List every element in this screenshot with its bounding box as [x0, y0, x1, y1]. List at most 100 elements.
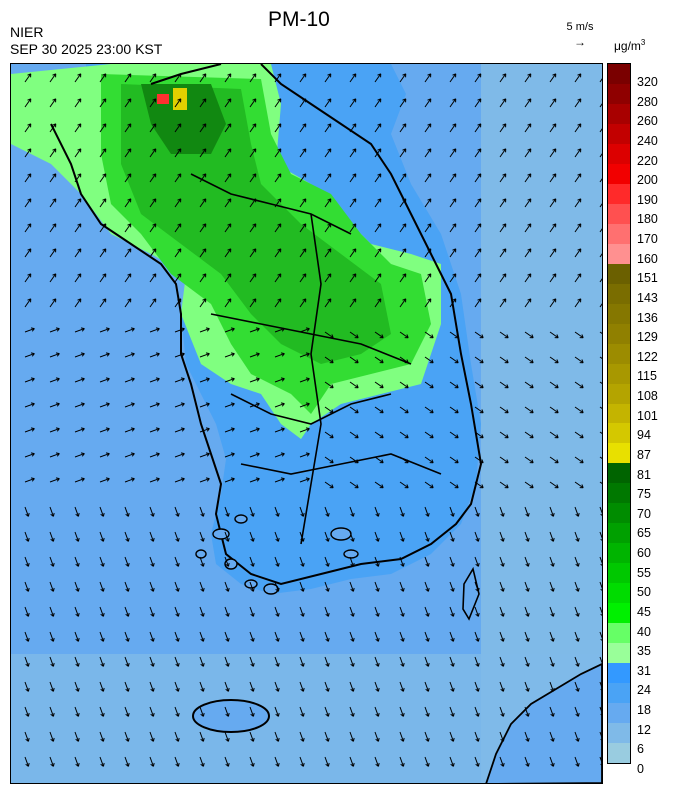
wind-arrow-head [327, 273, 331, 276]
color-swatch [608, 483, 630, 504]
color-scale-tick: 55 [637, 565, 651, 580]
wind-arrow-head [502, 123, 506, 126]
wind-arrow-icon [74, 328, 85, 333]
wind-arrow-head [581, 334, 584, 338]
wind-arrow-head [252, 98, 256, 101]
wind-arrow-head [52, 148, 56, 151]
wind-arrow-head [177, 687, 180, 692]
wind-arrow-icon [199, 706, 204, 717]
wind-arrow-icon [149, 478, 160, 483]
wind-arrow-icon [374, 756, 379, 767]
wind-arrow-icon [74, 123, 82, 133]
wind-arrow-head [406, 359, 409, 363]
wind-arrow-icon [474, 756, 479, 767]
unit-label: μg/m3 [614, 38, 645, 53]
wind-arrow-icon [74, 581, 79, 592]
wind-arrow-head [302, 298, 306, 301]
wind-arrow-head [227, 248, 231, 251]
wind-arrow-head [227, 637, 230, 642]
wind-arrow-icon [599, 178, 602, 183]
wind-arrow-icon [74, 198, 82, 208]
wind-arrow-head [206, 453, 210, 457]
wind-arrow-icon [199, 98, 207, 108]
wind-arrow-head [106, 478, 110, 482]
color-scale-tick: 151 [637, 271, 658, 286]
wind-arrow-icon [524, 331, 534, 339]
wind-arrow-head [227, 123, 231, 126]
wind-arrow-head [325, 663, 329, 667]
wind-arrow-head [550, 563, 554, 567]
wind-arrow-icon [149, 98, 157, 108]
wind-arrow-head [200, 638, 204, 642]
wind-arrow-head [400, 763, 404, 767]
wind-arrow-head [381, 484, 384, 488]
wind-arrow-head [50, 513, 54, 517]
wind-arrow-icon [499, 223, 507, 233]
wind-arrow-head [75, 613, 79, 617]
wind-arrow-head [375, 513, 379, 517]
wind-arrow-head [225, 763, 229, 767]
wind-arrow-head [302, 587, 305, 592]
wind-arrow-head [477, 762, 480, 767]
wind-arrow-icon [24, 378, 35, 383]
wind-arrow-head [302, 148, 306, 151]
wind-arrow-head [230, 377, 235, 380]
agency-label: NIER [10, 24, 44, 40]
wind-arrow-head [552, 662, 555, 667]
wind-arrow-head [175, 613, 179, 617]
wind-arrow-head [450, 613, 454, 617]
wind-arrow-head [27, 273, 31, 276]
wind-arrow-head [152, 123, 156, 126]
wind-arrow-icon [474, 506, 479, 517]
wind-arrow-icon [49, 123, 57, 133]
wind-arrow-icon [324, 706, 329, 717]
wind-arrow-icon [449, 331, 459, 339]
wind-arrow-head [550, 638, 554, 642]
wind-arrow-icon [499, 706, 504, 717]
wind-arrow-head [475, 738, 479, 742]
wind-arrow-icon [274, 123, 282, 133]
wind-arrow-head [102, 73, 106, 76]
wind-arrow-head [25, 588, 29, 592]
wind-arrow-icon [449, 706, 454, 717]
wind-arrow-icon [149, 453, 160, 458]
wind-arrow-head [302, 248, 306, 251]
wind-arrow-head [127, 148, 131, 151]
wind-arrow-head [550, 713, 554, 717]
wind-arrow-head [406, 459, 409, 463]
wind-arrow-head [331, 359, 334, 363]
wind-arrow-head [127, 562, 130, 567]
wind-arrow-head [255, 477, 260, 480]
wind-arrow-head [527, 512, 530, 517]
wind-arrow-head [252, 637, 255, 642]
wind-arrow-head [552, 537, 555, 542]
wind-arrow-head [402, 273, 406, 276]
wind-arrow-head [177, 737, 180, 742]
wind-arrow-head [102, 223, 106, 226]
wind-arrow-head [425, 638, 429, 642]
wind-arrow-head [106, 353, 110, 357]
wind-arrow-head [402, 73, 406, 76]
wind-arrow-head [331, 459, 334, 463]
wind-arrow-head [281, 478, 285, 482]
wind-arrow-head [502, 73, 506, 76]
wind-arrow-head [556, 459, 559, 463]
wind-arrow-icon [99, 353, 110, 358]
wind-arrow-head [31, 453, 35, 457]
wind-arrow-icon [449, 123, 457, 133]
wind-arrow-head [450, 663, 454, 667]
wind-arrow-head [305, 477, 310, 480]
wind-arrow-head [481, 384, 484, 388]
wind-arrow-icon [499, 298, 507, 308]
wind-arrow-icon [449, 681, 454, 692]
wind-arrow-icon [374, 731, 379, 742]
wind-arrow-head [377, 612, 380, 617]
wind-arrow-head [527, 537, 530, 542]
wind-arrow-head [155, 377, 160, 380]
wind-arrow-head [302, 612, 305, 617]
wind-arrow-icon [24, 453, 35, 458]
wind-arrow-head [477, 73, 481, 76]
wind-arrow-head [525, 513, 529, 517]
wind-arrow-head [227, 173, 231, 176]
color-scale-tick: 280 [637, 94, 658, 109]
